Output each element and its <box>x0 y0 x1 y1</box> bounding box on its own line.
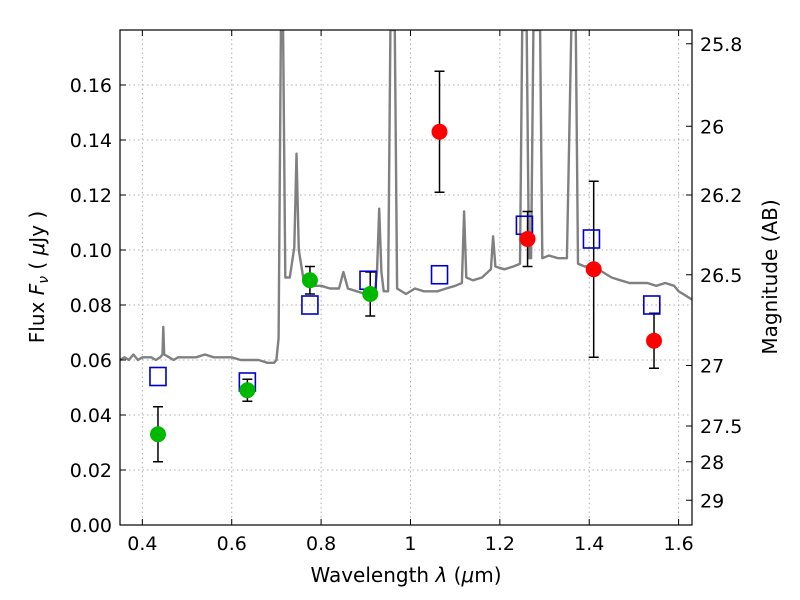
y2-tick-label: 28 <box>700 452 724 474</box>
x-tick-label: 1.4 <box>574 533 604 555</box>
y-ticks: 0.00 0.02 0.04 0.06 0.08 0.10 0.12 0.14 0.16 <box>70 75 126 537</box>
x-tick-label: 0.8 <box>306 533 336 555</box>
y-tick-label: 0.14 <box>70 130 112 152</box>
photometry-point <box>519 231 536 247</box>
y2-tick-label: 27.5 <box>700 416 742 438</box>
model-square-point <box>149 366 167 387</box>
grid-layer <box>120 30 692 526</box>
plot-area <box>120 30 692 463</box>
photometry-point <box>301 272 318 289</box>
y-tick-label: 0.06 <box>70 350 112 372</box>
x-ticks: 0.4 0.6 0.8 1 1.2 1.4 1.6 <box>127 30 694 555</box>
x-tick-label: 1.2 <box>485 533 515 555</box>
photometry-point <box>362 286 379 302</box>
y-tick-label: 0.08 <box>70 295 112 317</box>
y-tick-label: 0.04 <box>70 405 112 427</box>
y2-tick-label: 26.2 <box>700 185 742 207</box>
plot-layer <box>120 30 692 463</box>
model-square-point <box>430 264 449 285</box>
photometry-point <box>585 261 602 278</box>
y2-tick-label: 26.5 <box>700 265 742 287</box>
y2-tick-label: 27 <box>700 356 724 378</box>
y2-ticks: 25.8 26 26.2 26.5 27 27.5 28 29 <box>686 34 742 512</box>
y-axis-label: Flux Fν ( μJy ) <box>25 211 52 343</box>
photometry-point <box>431 123 448 140</box>
x-tick-label: 1.6 <box>663 533 693 555</box>
y2-tick-label: 29 <box>700 490 724 512</box>
y-tick-label: 0.12 <box>70 185 112 207</box>
spectrum-line <box>120 30 692 364</box>
x-tick-label: 0.4 <box>127 533 157 555</box>
x-tick-label: 0.6 <box>217 533 247 555</box>
model-square-point <box>582 229 601 249</box>
right-axis-label: Magnitude (AB) <box>758 199 782 354</box>
y-tick-label: 0.16 <box>70 75 112 97</box>
photometry-point <box>239 382 256 399</box>
x-axis-label: Wavelength λ (μm) <box>310 563 501 587</box>
model-square-point <box>301 295 319 315</box>
y2-tick-label: 25.8 <box>700 34 742 56</box>
y2-tick-label: 26 <box>700 116 724 138</box>
y-tick-label: 0.00 <box>70 515 112 537</box>
y-tick-label: 0.10 <box>70 240 112 262</box>
plot-frame <box>119 29 693 526</box>
y-tick-label: 0.02 <box>70 460 112 482</box>
model-square-point <box>642 295 661 315</box>
photometry-point <box>149 426 166 443</box>
x-tick-label: 1 <box>404 533 416 555</box>
photometry-point <box>646 332 663 349</box>
